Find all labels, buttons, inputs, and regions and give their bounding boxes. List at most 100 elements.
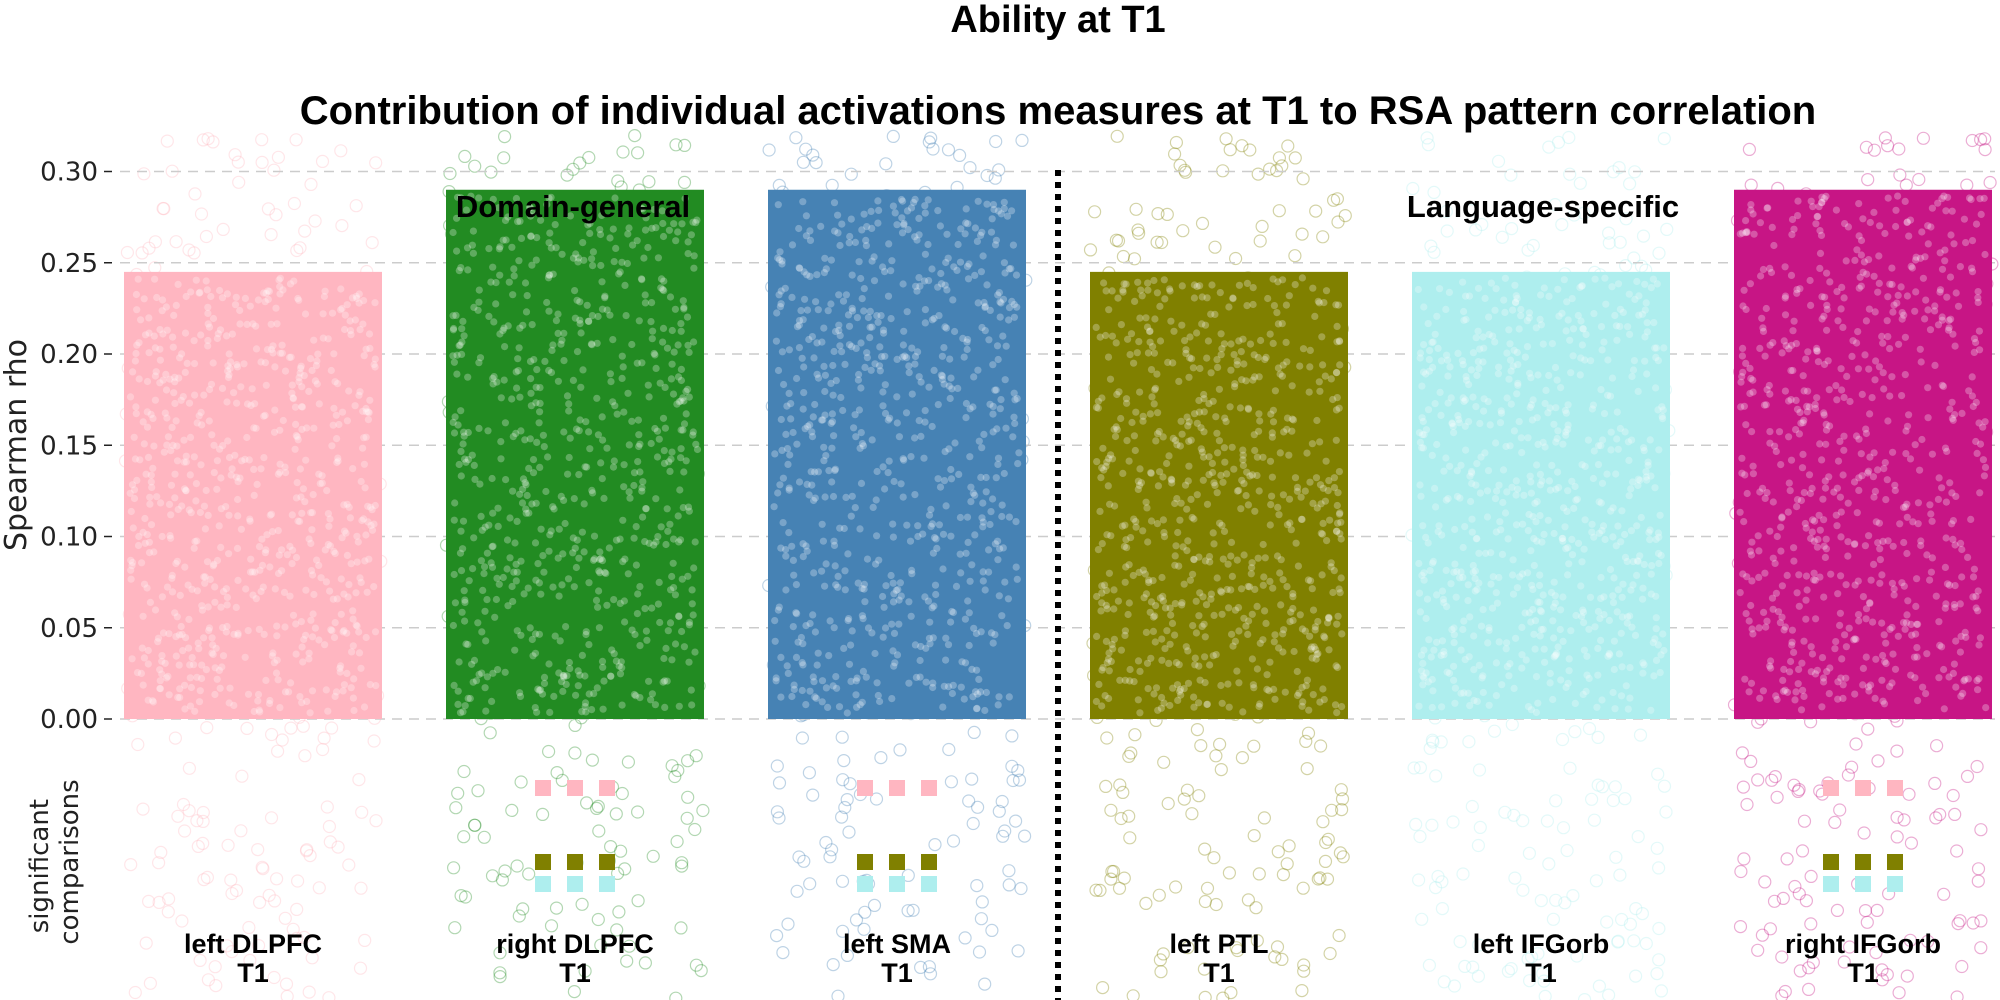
scatter-point — [1105, 864, 1119, 879]
bar-dot — [219, 624, 227, 632]
scatter-point — [498, 864, 512, 878]
scatter-point — [1804, 917, 1818, 931]
bar-dot — [638, 487, 646, 495]
bar-dot — [593, 339, 601, 347]
bar-dot — [321, 287, 329, 295]
bar-dot — [585, 579, 593, 587]
bar-dot — [1599, 436, 1607, 444]
scatter-point — [1978, 132, 1992, 146]
scatter-point — [1338, 209, 1352, 223]
bar-dot — [1503, 488, 1511, 496]
bar-dot — [513, 627, 521, 635]
bar-dot — [512, 194, 521, 203]
bar-dot — [663, 344, 672, 352]
bar-dot — [1474, 284, 1483, 292]
bar-dot — [1301, 627, 1309, 635]
bar-dot — [462, 640, 470, 648]
bar-dot — [526, 203, 534, 211]
bar-dot — [1564, 679, 1572, 687]
bar-dot — [1564, 316, 1572, 324]
scatter-point — [1570, 949, 1584, 963]
scatter-point — [1763, 922, 1778, 936]
bar-dot — [935, 521, 944, 529]
bar-dot — [554, 329, 562, 337]
bar-dot — [150, 332, 158, 340]
bar-dot — [536, 463, 544, 471]
bar-dot — [464, 640, 472, 649]
bar-dot — [274, 527, 282, 535]
bar-dot — [470, 461, 478, 469]
bar-dot — [994, 556, 1002, 564]
bar-dot — [1137, 286, 1145, 294]
bar-dot — [1279, 648, 1287, 656]
bar-dot — [1231, 637, 1239, 646]
scatter-point — [367, 734, 381, 748]
bar-dot — [1208, 459, 1216, 467]
bar-dot — [159, 330, 167, 338]
bar-dot — [898, 214, 906, 222]
bar-dot — [517, 427, 525, 435]
scatter-point — [1178, 165, 1193, 179]
bar-dot — [1314, 297, 1322, 305]
bar-dot — [991, 540, 1000, 548]
scatter-point — [1542, 140, 1556, 154]
bar-dot — [893, 651, 902, 659]
bar-dot — [1142, 590, 1150, 598]
bar-dot — [677, 320, 685, 328]
bar-dot — [819, 537, 828, 545]
bar-dot — [616, 670, 625, 678]
bar-dot — [1122, 536, 1130, 544]
bar-dot — [828, 418, 837, 426]
scatter-point — [843, 777, 857, 791]
bar-dot — [129, 524, 137, 532]
scatter-point — [1116, 249, 1131, 264]
bar-dot — [1506, 660, 1514, 668]
bar-dot — [1638, 310, 1647, 318]
bar-dots — [126, 192, 1990, 717]
bar-dot — [533, 234, 541, 242]
bar-dot — [128, 481, 137, 489]
bar-dot — [1107, 532, 1115, 540]
bar-dot — [517, 234, 526, 242]
bar-dot — [910, 198, 918, 207]
bar-dot — [587, 340, 596, 348]
bar-dot — [352, 589, 360, 597]
bar-dot — [813, 339, 821, 347]
bar-dot — [252, 322, 260, 330]
bar-dot — [1639, 659, 1647, 667]
bar-dot — [1610, 665, 1618, 674]
bar-dot — [318, 472, 326, 480]
bar-dot — [1316, 698, 1324, 706]
bar-dot — [244, 627, 252, 635]
bar-dot — [354, 538, 362, 546]
bar-dot — [1623, 619, 1631, 627]
scatter-point — [1471, 838, 1486, 853]
bar-dot — [1266, 330, 1274, 338]
bar-dot — [1333, 322, 1341, 330]
bar-dot — [636, 694, 644, 702]
bar-dot — [570, 583, 578, 591]
bar-dot — [989, 495, 997, 503]
bar-dot — [1422, 533, 1430, 542]
scatter-point — [1735, 746, 1750, 760]
bar-dot — [370, 520, 378, 528]
scatter-point — [1611, 934, 1625, 948]
bar-dot — [215, 666, 223, 675]
bar-dot — [492, 300, 500, 308]
bar-dot — [1506, 340, 1514, 348]
bar-dot — [145, 538, 153, 546]
bar-dot — [1536, 481, 1545, 489]
scatter-point — [799, 142, 813, 156]
bar-dot — [516, 217, 524, 225]
bar-dot — [360, 434, 368, 442]
bar-dot — [1151, 612, 1159, 620]
bar-dot — [1416, 354, 1424, 362]
scatter-point — [1157, 755, 1171, 769]
bar-dot — [1636, 552, 1644, 560]
bar-dot — [523, 292, 531, 300]
bar-dot — [981, 303, 989, 311]
bar-dot — [1166, 287, 1174, 295]
scatter-point — [1243, 143, 1257, 157]
bar-dot — [296, 369, 304, 377]
scatter-point — [1951, 916, 1965, 931]
